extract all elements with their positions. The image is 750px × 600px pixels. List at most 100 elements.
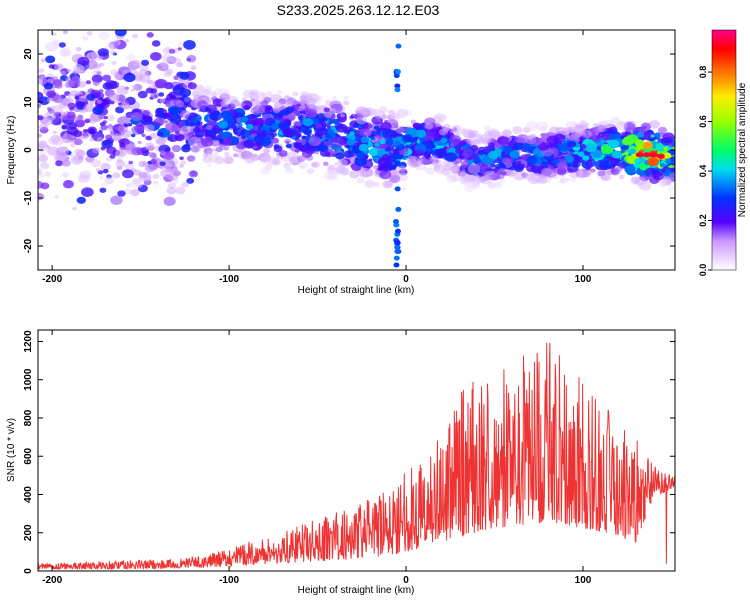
heatmap-cell [123,72,136,83]
heatmap-cell [303,145,309,150]
heatmap-cell [38,115,44,121]
heatmap-cell [180,110,191,119]
heatmap-cell [634,139,644,147]
heatmap-cell [374,142,380,147]
heatmap-cell [294,132,302,138]
heatmap-cell [202,153,209,158]
x-tick-label: -200 [42,274,62,285]
heatmap-cell [332,118,340,125]
heatmap-cell [73,66,81,72]
y-tick-label: -10 [23,190,34,205]
heatmap-cell [51,76,58,81]
heatmap-cell [431,144,437,149]
heatmap-cell [218,88,230,98]
heatmap-cell [308,136,322,146]
heatmap-cell [635,152,644,158]
heatmap-cell [394,240,401,246]
heatmap-cell [388,109,395,115]
heatmap-cell [289,112,297,118]
heatmap-cell [117,190,126,197]
heatmap-cell [488,127,497,135]
heatmap-cell [501,157,512,165]
snr-y-ticks: 0 200 400 600 800 1000 1200 [23,330,675,574]
heatmap-cell [249,92,259,101]
heatmap-cell [273,144,280,149]
heatmap-cell [52,39,61,46]
heatmap-cell [608,126,618,135]
heatmap-cell [61,159,71,167]
heatmap-cell [659,163,666,168]
heatmap-cell [137,184,148,193]
heatmap-cell [161,53,173,63]
heatmap-cell [557,161,568,170]
heatmap-cell [122,169,134,179]
heatmap-cell [367,140,372,145]
heatmap-cell [38,68,45,73]
heatmap-cell [288,160,294,165]
heatmap-cell [286,150,299,161]
heatmap-cell [38,154,49,163]
heatmap-cell [372,165,379,170]
heatmap-cell [500,164,506,169]
heatmap-cell [233,153,239,158]
heatmap-cell [166,68,174,75]
heatmap-cell [144,142,155,150]
heatmap-cell [155,137,167,146]
heatmap-cell [272,158,281,166]
heatmap-cell [48,64,55,69]
x-tick-label: 100 [575,575,592,586]
heatmap-cell [404,109,412,116]
heatmap-cell [130,88,135,92]
heatmap-cell [191,91,199,97]
heatmap-cell [305,108,318,119]
heatmap-cell [298,162,308,170]
heatmap-cell [432,134,442,142]
heatmap-cell [389,174,401,184]
heatmap-cell [180,160,187,165]
heatmap-cell [352,123,359,128]
heatmap-cell [393,262,400,268]
colorbar-tick-label: 0.2 [698,214,708,227]
heatmap-cell [360,136,369,143]
heatmap-cell [159,98,166,103]
heatmap-cell [109,154,116,159]
heatmap-cell [86,93,96,101]
heatmap-cell [168,48,176,54]
heatmap-cell [237,122,243,128]
heatmap-cell [460,179,468,185]
heatmap-cell [415,129,427,138]
heatmap-cell [123,188,132,195]
heatmap-cell [394,140,401,146]
heatmap-cell [132,33,139,39]
heatmap-cell [166,186,177,195]
heatmap-cell [166,56,177,64]
heatmap-cell [668,156,675,166]
heatmap-cell [206,150,213,156]
heatmap-cell [131,179,144,189]
heatmap-cell [636,145,644,151]
heatmap-cell [585,166,592,171]
heatmap-cell [143,115,153,123]
heatmap-cell [102,168,109,174]
heatmap-cell [273,102,285,111]
heatmap-cell [663,152,672,159]
heatmap-cell [83,103,95,113]
heatmap-cell [311,161,320,168]
heatmap-cell [76,196,86,204]
heatmap-cell [72,64,85,74]
heatmap-cell [141,133,146,137]
heatmap-cell [285,143,292,149]
heatmap-cell [459,140,467,146]
heatmap-cell [491,172,501,180]
y-tick-label: 0 [23,568,34,574]
heatmap-cell [117,116,131,127]
heatmap-cell [115,148,127,158]
heatmap-cell [212,147,217,151]
heatmap-cell [265,164,273,170]
heatmap-cell [316,104,321,108]
heatmap-cell [104,176,115,185]
heatmap-cell [133,83,143,91]
heatmap-cell [77,173,90,183]
heatmap-cell [43,82,54,90]
